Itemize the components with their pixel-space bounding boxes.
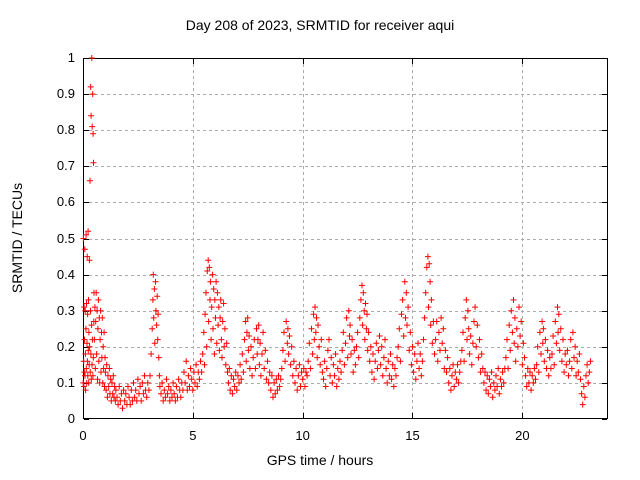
y-tick-label: 0.4 (56, 266, 75, 282)
y-tick-label: 0.9 (56, 86, 75, 102)
y-tick-label: 0.5 (56, 230, 75, 246)
x-tick-label: 10 (295, 428, 310, 443)
y-tick-label: 0.8 (56, 122, 75, 138)
y-tick-label: 0.6 (56, 194, 75, 210)
plot-area (80, 55, 608, 420)
y-tick-label: 0.1 (56, 374, 75, 390)
scatter-points (80, 55, 594, 412)
y-tick-label: 0.3 (56, 302, 75, 318)
x-tick-label: 0 (79, 428, 87, 443)
y-tick-label: 0.7 (56, 158, 75, 174)
x-tick-label: 20 (515, 428, 530, 443)
y-tick-label: 0 (67, 411, 75, 426)
y-tick-label: 0.2 (56, 338, 75, 354)
x-tick-label: 15 (405, 428, 420, 443)
x-tick-label: 5 (189, 428, 197, 443)
chart-title: Day 208 of 2023, SRMTID for receiver aqu… (185, 17, 455, 33)
y-tick-label: 1 (67, 50, 75, 65)
x-axis-label: GPS time / hours (266, 452, 374, 468)
